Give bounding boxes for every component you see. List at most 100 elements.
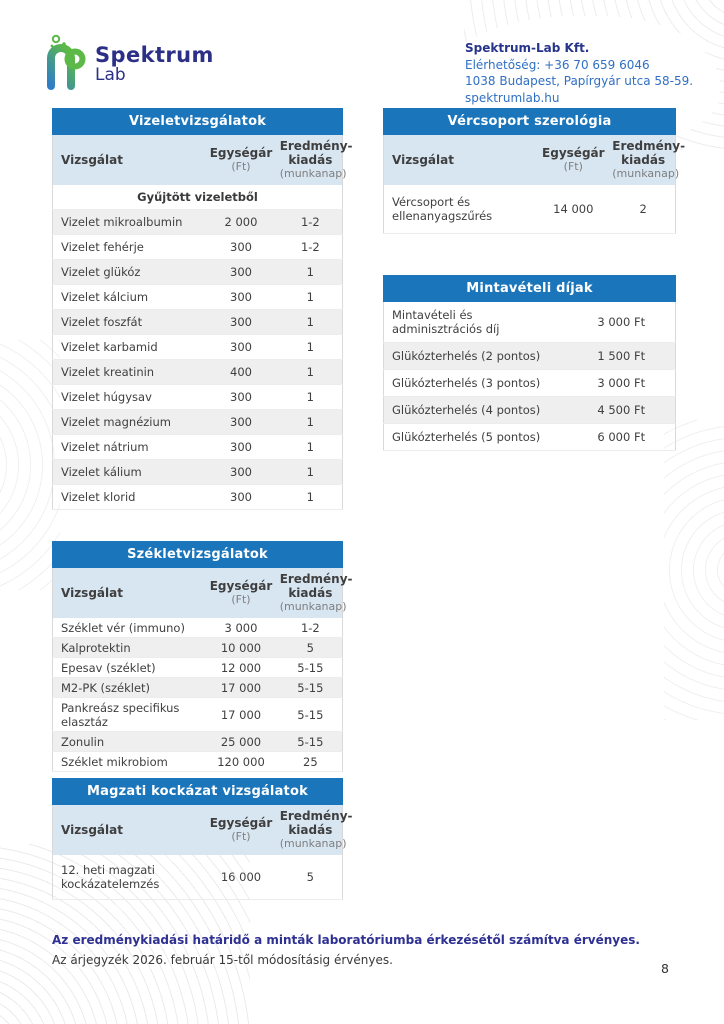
contact-website-link[interactable]: spektrumlab.hu: [465, 90, 560, 105]
column-header-price-label: Egységár: [209, 816, 273, 830]
cell-name: Vizelet húgysav: [52, 384, 204, 410]
urine-tests-table: Vizeletvizsgálatok Vizsgálat Egységár (F…: [52, 108, 353, 510]
table-row: Vizelet mikroalbumin 2 000 1-2: [52, 209, 343, 235]
column-header-test: Vizsgálat: [52, 805, 204, 855]
column-header-result: Eredmény- kiadás (munkanap): [611, 135, 686, 185]
table-row: Vizelet kálcium 300 1: [52, 284, 343, 310]
column-header-row: Vizsgálat Egységár (Ft) Eredmény- kiadás…: [52, 805, 353, 855]
table-row: Vizelet fehérje 300 1-2: [52, 234, 343, 260]
cell-price: 300: [203, 484, 279, 510]
cell-price: 300: [203, 434, 279, 460]
table-row: Széklet vér (immuno) 3 000 1-2: [52, 618, 343, 638]
background-pattern-left: [0, 340, 60, 590]
column-header-result: Eredmény- kiadás (munkanap): [278, 568, 353, 618]
cell-days: 1-2: [278, 234, 343, 260]
table-title: Vércsoport szerológia: [383, 108, 676, 135]
column-header-row: Vizsgálat Egységár (Ft) Eredmény- kiadás…: [52, 135, 353, 185]
table-row: Vizelet nátrium 300 1: [52, 434, 343, 460]
column-header-result-unit: (munkanap): [279, 167, 347, 180]
cell-name: Vizelet nátrium: [52, 434, 204, 460]
table-row: Pankreász specifikus elasztáz 17 000 5-15: [52, 697, 343, 732]
contact-phone: Elérhetőség: +36 70 659 6046: [465, 57, 650, 72]
cell-name: Vizelet glükóz: [52, 259, 204, 285]
column-header-result-label: Eredmény-: [612, 139, 686, 153]
cell-price: 300: [203, 259, 279, 285]
table-header: Vizsgálat Egységár (Ft) Eredmény- kiadás…: [52, 568, 353, 618]
column-header-result-label2: kiadás: [288, 586, 333, 600]
table-row: Kalprotektin 10 000 5: [52, 637, 343, 658]
cell-name: Glükózterhelés (4 pontos): [383, 396, 568, 424]
cell-price: 10 000: [203, 637, 279, 658]
cell-days: 5: [278, 855, 343, 900]
table-title: Mintavételi díjak: [383, 275, 676, 302]
blood-group-serology-table: Vércsoport szerológia Vizsgálat Egységár…: [383, 108, 686, 234]
cell-days: 1: [278, 384, 343, 410]
cell-name: Vizelet karbamid: [52, 334, 204, 360]
cell-name: Zonulin: [52, 731, 204, 752]
table-row: Glükózterhelés (3 pontos) 3 000 Ft: [383, 369, 676, 397]
table-header: Vizsgálat Egységár (Ft) Eredmény- kiadás…: [52, 135, 353, 185]
cell-price: 6 000 Ft: [567, 423, 676, 451]
column-header-price-unit: (Ft): [231, 593, 251, 606]
logo-subname: Lab: [95, 65, 126, 86]
column-header-price: Egységár (Ft): [203, 135, 279, 185]
column-header-result-unit: (munkanap): [279, 600, 347, 613]
section-subheader-row: Gyűjtött vizeletből: [52, 185, 343, 210]
spektrum-lab-logo: Spektrum Lab: [44, 32, 214, 94]
table-row: Vizelet klorid 300 1: [52, 484, 343, 510]
footer-validity-note: Az árjegyzék 2026. február 15-től módosí…: [52, 953, 393, 967]
cell-name: M2-PK (széklet): [52, 677, 204, 698]
table: Vizsgálat Egységár (Ft) Eredmény- kiadás…: [52, 568, 353, 772]
cell-days: 25: [278, 751, 343, 772]
cell-name: Glükózterhelés (2 pontos): [383, 342, 568, 370]
cell-name: Epesav (széklet): [52, 657, 204, 678]
sampling-fees-table: Mintavételi díjak Mintavételi és adminis…: [383, 275, 676, 451]
cell-days: 2: [611, 185, 676, 234]
table: Vizsgálat Egységár (Ft) Eredmény- kiadás…: [52, 135, 353, 510]
cell-name: Vizelet kálium: [52, 459, 204, 485]
table-body: 12. heti magzati kockázatelemzés 16 000 5: [52, 855, 343, 900]
column-header-test: Vizsgálat: [383, 135, 536, 185]
column-header-price-label: Egységár: [209, 146, 273, 160]
table-row: Glükózterhelés (5 pontos) 6 000 Ft: [383, 423, 676, 451]
table-row: Vizelet kálium 300 1: [52, 459, 343, 485]
table-row: Széklet mikrobiom 120 000 25: [52, 751, 343, 772]
cell-name: Vércsoport és ellenanyagszűrés: [383, 185, 536, 234]
table-row: Vizelet glükóz 300 1: [52, 259, 343, 285]
cell-name: Széklet vér (immuno): [52, 618, 204, 638]
fetal-risk-tests-table: Magzati kockázat vizsgálatok Vizsgálat E…: [52, 778, 353, 900]
column-header-row: Vizsgálat Egységár (Ft) Eredmény- kiadás…: [52, 568, 353, 618]
cell-days: 1: [278, 459, 343, 485]
column-header-row: Vizsgálat Egységár (Ft) Eredmény- kiadás…: [383, 135, 686, 185]
table-row: Zonulin 25 000 5-15: [52, 731, 343, 752]
table-body: Vizelet mikroalbumin 2 000 1-2 Vizelet fehé…: [52, 209, 343, 510]
table-subheader-body: Gyűjtött vizeletből: [52, 185, 343, 210]
cell-price: 17 000: [203, 697, 279, 732]
cell-price: 300: [203, 384, 279, 410]
cell-days: 1-2: [278, 618, 343, 638]
table-row: Vizelet magnézium 300 1: [52, 409, 343, 435]
cell-price: 300: [203, 334, 279, 360]
cell-name: Glükózterhelés (5 pontos): [383, 423, 568, 451]
cell-name: 12. heti magzati kockázatelemzés: [52, 855, 204, 900]
cell-price: 120 000: [203, 751, 279, 772]
column-header-result-label: Eredmény-: [279, 572, 353, 586]
cell-price: 300: [203, 459, 279, 485]
cell-days: 1: [278, 259, 343, 285]
cell-days: 1-2: [278, 209, 343, 235]
table-row: Vércsoport és ellenanyagszűrés 14 000 2: [383, 185, 676, 234]
cell-days: 1: [278, 309, 343, 335]
cell-days: 1: [278, 334, 343, 360]
page-number: 8: [661, 961, 669, 976]
table-body: Mintavételi és adminisztrációs díj 3 000 …: [383, 302, 676, 451]
column-header-price: Egységár (Ft): [535, 135, 612, 185]
cell-name: Vizelet kreatinin: [52, 359, 204, 385]
table: Vizsgálat Egységár (Ft) Eredmény- kiadás…: [383, 135, 686, 234]
table-header: Vizsgálat Egységár (Ft) Eredmény- kiadás…: [383, 135, 686, 185]
cell-name: Széklet mikrobiom: [52, 751, 204, 772]
stool-tests-table: Székletvizsgálatok Vizsgálat Egységár (F…: [52, 541, 353, 772]
cell-days: 1: [278, 484, 343, 510]
cell-price: 300: [203, 284, 279, 310]
spektrum-lab-logo-icon: [44, 32, 88, 94]
cell-days: 5-15: [278, 657, 343, 678]
